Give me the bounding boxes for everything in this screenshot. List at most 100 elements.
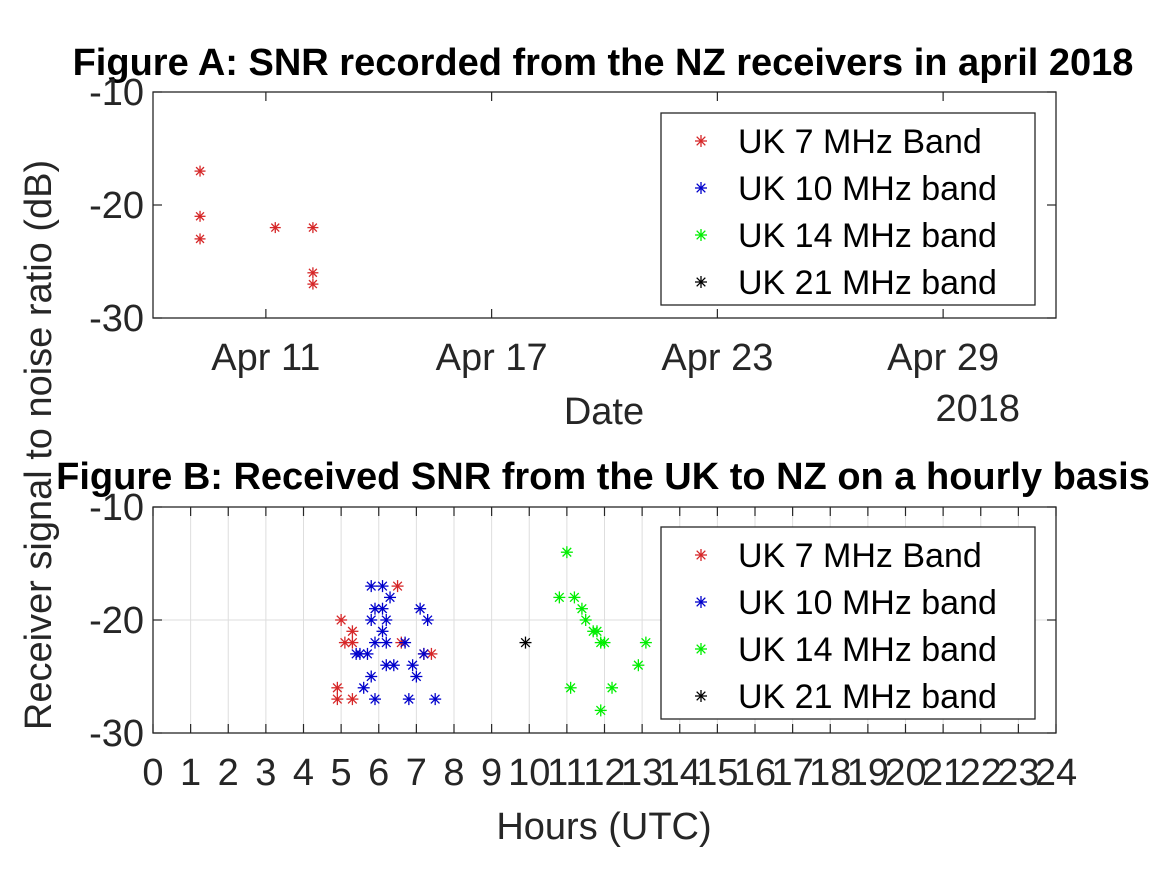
chart-a-x-axis-year-label: 2018 [935,388,1020,430]
chart-b-x-tick-label: 23 [997,752,1039,794]
chart-b-y-tick-label: -20 [89,600,144,642]
chart-b-x-tick-label: 15 [696,752,738,794]
chart-b-point-series-1 [376,625,389,638]
chart-b-x-tick-label: 12 [583,752,625,794]
chart-b-point-series-2 [575,602,588,615]
chart-b-legend: UK 7 MHz Band UK 10 MHz band UK 14 MHz ban… [660,526,1036,720]
chart-a-point-series-0 [307,278,319,290]
chart-a-x-tick-label: Apr 11 [211,337,320,379]
chart-b-y-tick-label: -10 [89,487,144,529]
chart-b-legend-box [660,526,1036,720]
chart-b-legend-marker-0 [695,549,707,561]
chart-a-legend-box [660,112,1036,306]
chart-b-point-series-2 [606,681,619,694]
chart-b-point-series-0 [346,625,359,638]
chart-a-points [194,165,319,290]
chart-b-point-series-1 [380,636,393,649]
chart-b-x-tick-label: 8 [443,752,464,794]
y-axis-label: Receiver signal to noise ratio (dB) [18,160,60,730]
chart-b-point-series-1 [376,580,389,593]
chart-b-x-tick-label: 4 [293,752,314,794]
chart-a-x-tick-label: Apr 23 [661,337,773,379]
chart-a-point-series-0 [194,210,206,222]
chart-b-x-tick-label: 19 [847,752,889,794]
chart-a-legend-label-3: UK 21 MHz band [738,264,997,302]
chart-b-point-series-1 [414,602,427,615]
chart-b-x-tick-label: 13 [621,752,663,794]
chart-b-legend-label-0: UK 7 MHz Band [738,537,982,575]
chart-b-point-series-1 [380,614,393,626]
chart-a-y-tick-label: -20 [89,185,144,227]
chart-b-title: Figure B: Received SNR from the UK to NZ… [56,456,1150,498]
chart-b-point-series-2 [553,591,566,604]
chart-b-x-tick-label: 0 [142,752,163,794]
chart-b-x-tick-label: 2 [218,752,239,794]
chart-b-x-tick-label: 21 [922,752,964,794]
chart-b-legend-label-1: UK 10 MHz band [738,584,997,622]
chart-b-grid-and-ticks: 0 1 2 3 4 5 6 7 8 9 101112131415161718192021222324… [89,487,1077,794]
chart-a-x-axis-label: Date [564,391,644,433]
chart-a-legend-marker-2 [695,229,707,241]
chart-b-point-series-0 [331,681,344,694]
chart-b-points [331,546,652,717]
chart-a-point-series-0 [194,233,206,245]
chart-b-point-series-1 [417,647,430,660]
chart-a: Figure A: SNR recorded from the NZ recei… [73,42,1134,433]
chart-b-x-tick-label: 14 [659,752,701,794]
chart-b-x-tick-label: 9 [481,752,502,794]
chart-b-point-series-0 [346,693,359,706]
chart-b-x-tick-label: 3 [255,752,276,794]
chart-a-x-tick-label: Apr 17 [436,337,548,379]
chart-b-point-series-1 [402,693,415,706]
chart-b-point-series-1 [365,670,378,683]
chart-a-legend-marker-0 [695,135,707,147]
chart-b: Figure B: Received SNR from the UK to NZ… [56,456,1150,848]
chart-b-point-series-1 [380,659,393,672]
chart-b-point-series-1 [376,602,389,615]
chart-b-point-series-1 [399,636,412,649]
chart-b-point-series-0 [338,636,351,649]
chart-b-point-series-3 [519,636,532,649]
chart-b-point-series-0 [346,636,359,649]
chart-a-point-series-0 [307,222,319,234]
chart-b-point-series-1 [410,670,423,683]
chart-a-ticks: Apr 11 Apr 17 Apr 23 Apr 29 -10 -20 -30 [89,72,1056,379]
chart-b-point-series-1 [365,614,378,626]
chart-b-x-axis-label: Hours (UTC) [496,806,711,848]
chart-b-x-tick-label: 16 [734,752,776,794]
chart-b-point-series-2 [560,546,573,559]
chart-b-y-tick-label: -30 [89,713,144,755]
chart-b-x-tick-label: 1 [180,752,201,794]
chart-a-point-series-0 [194,165,206,177]
chart-b-point-series-0 [335,614,348,626]
chart-a-legend-label-2: UK 14 MHz band [738,217,997,255]
chart-a-legend-marker-3 [695,276,707,288]
chart-b-point-series-1 [429,693,442,706]
chart-b-legend-marker-1 [695,596,707,608]
chart-b-x-tick-label: 10 [508,752,550,794]
chart-b-point-series-1 [368,636,381,649]
chart-b-x-tick-label: 11 [547,752,586,794]
chart-b-x-tick-label: 18 [809,752,851,794]
chart-a-legend-label-1: UK 10 MHz band [738,170,997,208]
chart-b-point-series-1 [384,591,397,604]
chart-b-point-series-2 [568,591,581,604]
chart-a-point-series-0 [269,222,281,234]
chart-a-y-tick-label: -10 [89,72,144,114]
chart-a-title: Figure A: SNR recorded from the NZ recei… [73,42,1134,84]
chart-b-point-series-2 [564,681,577,694]
chart-b-point-series-0 [331,693,344,706]
chart-b-point-series-1 [421,614,434,626]
chart-a-point-series-0 [307,267,319,279]
chart-b-point-series-1 [353,647,366,660]
chart-b-legend-label-2: UK 14 MHz band [738,631,997,669]
chart-a-y-tick-label: -30 [89,298,144,340]
chart-b-point-series-2 [639,636,652,649]
chart-b-point-series-2 [590,625,603,638]
chart-b-point-series-2 [594,704,607,717]
chart-b-point-series-1 [406,659,419,672]
chart-b-axes-box [152,506,1057,734]
chart-b-point-series-0 [391,580,404,593]
chart-a-x-tick-label: Apr 29 [887,337,999,379]
